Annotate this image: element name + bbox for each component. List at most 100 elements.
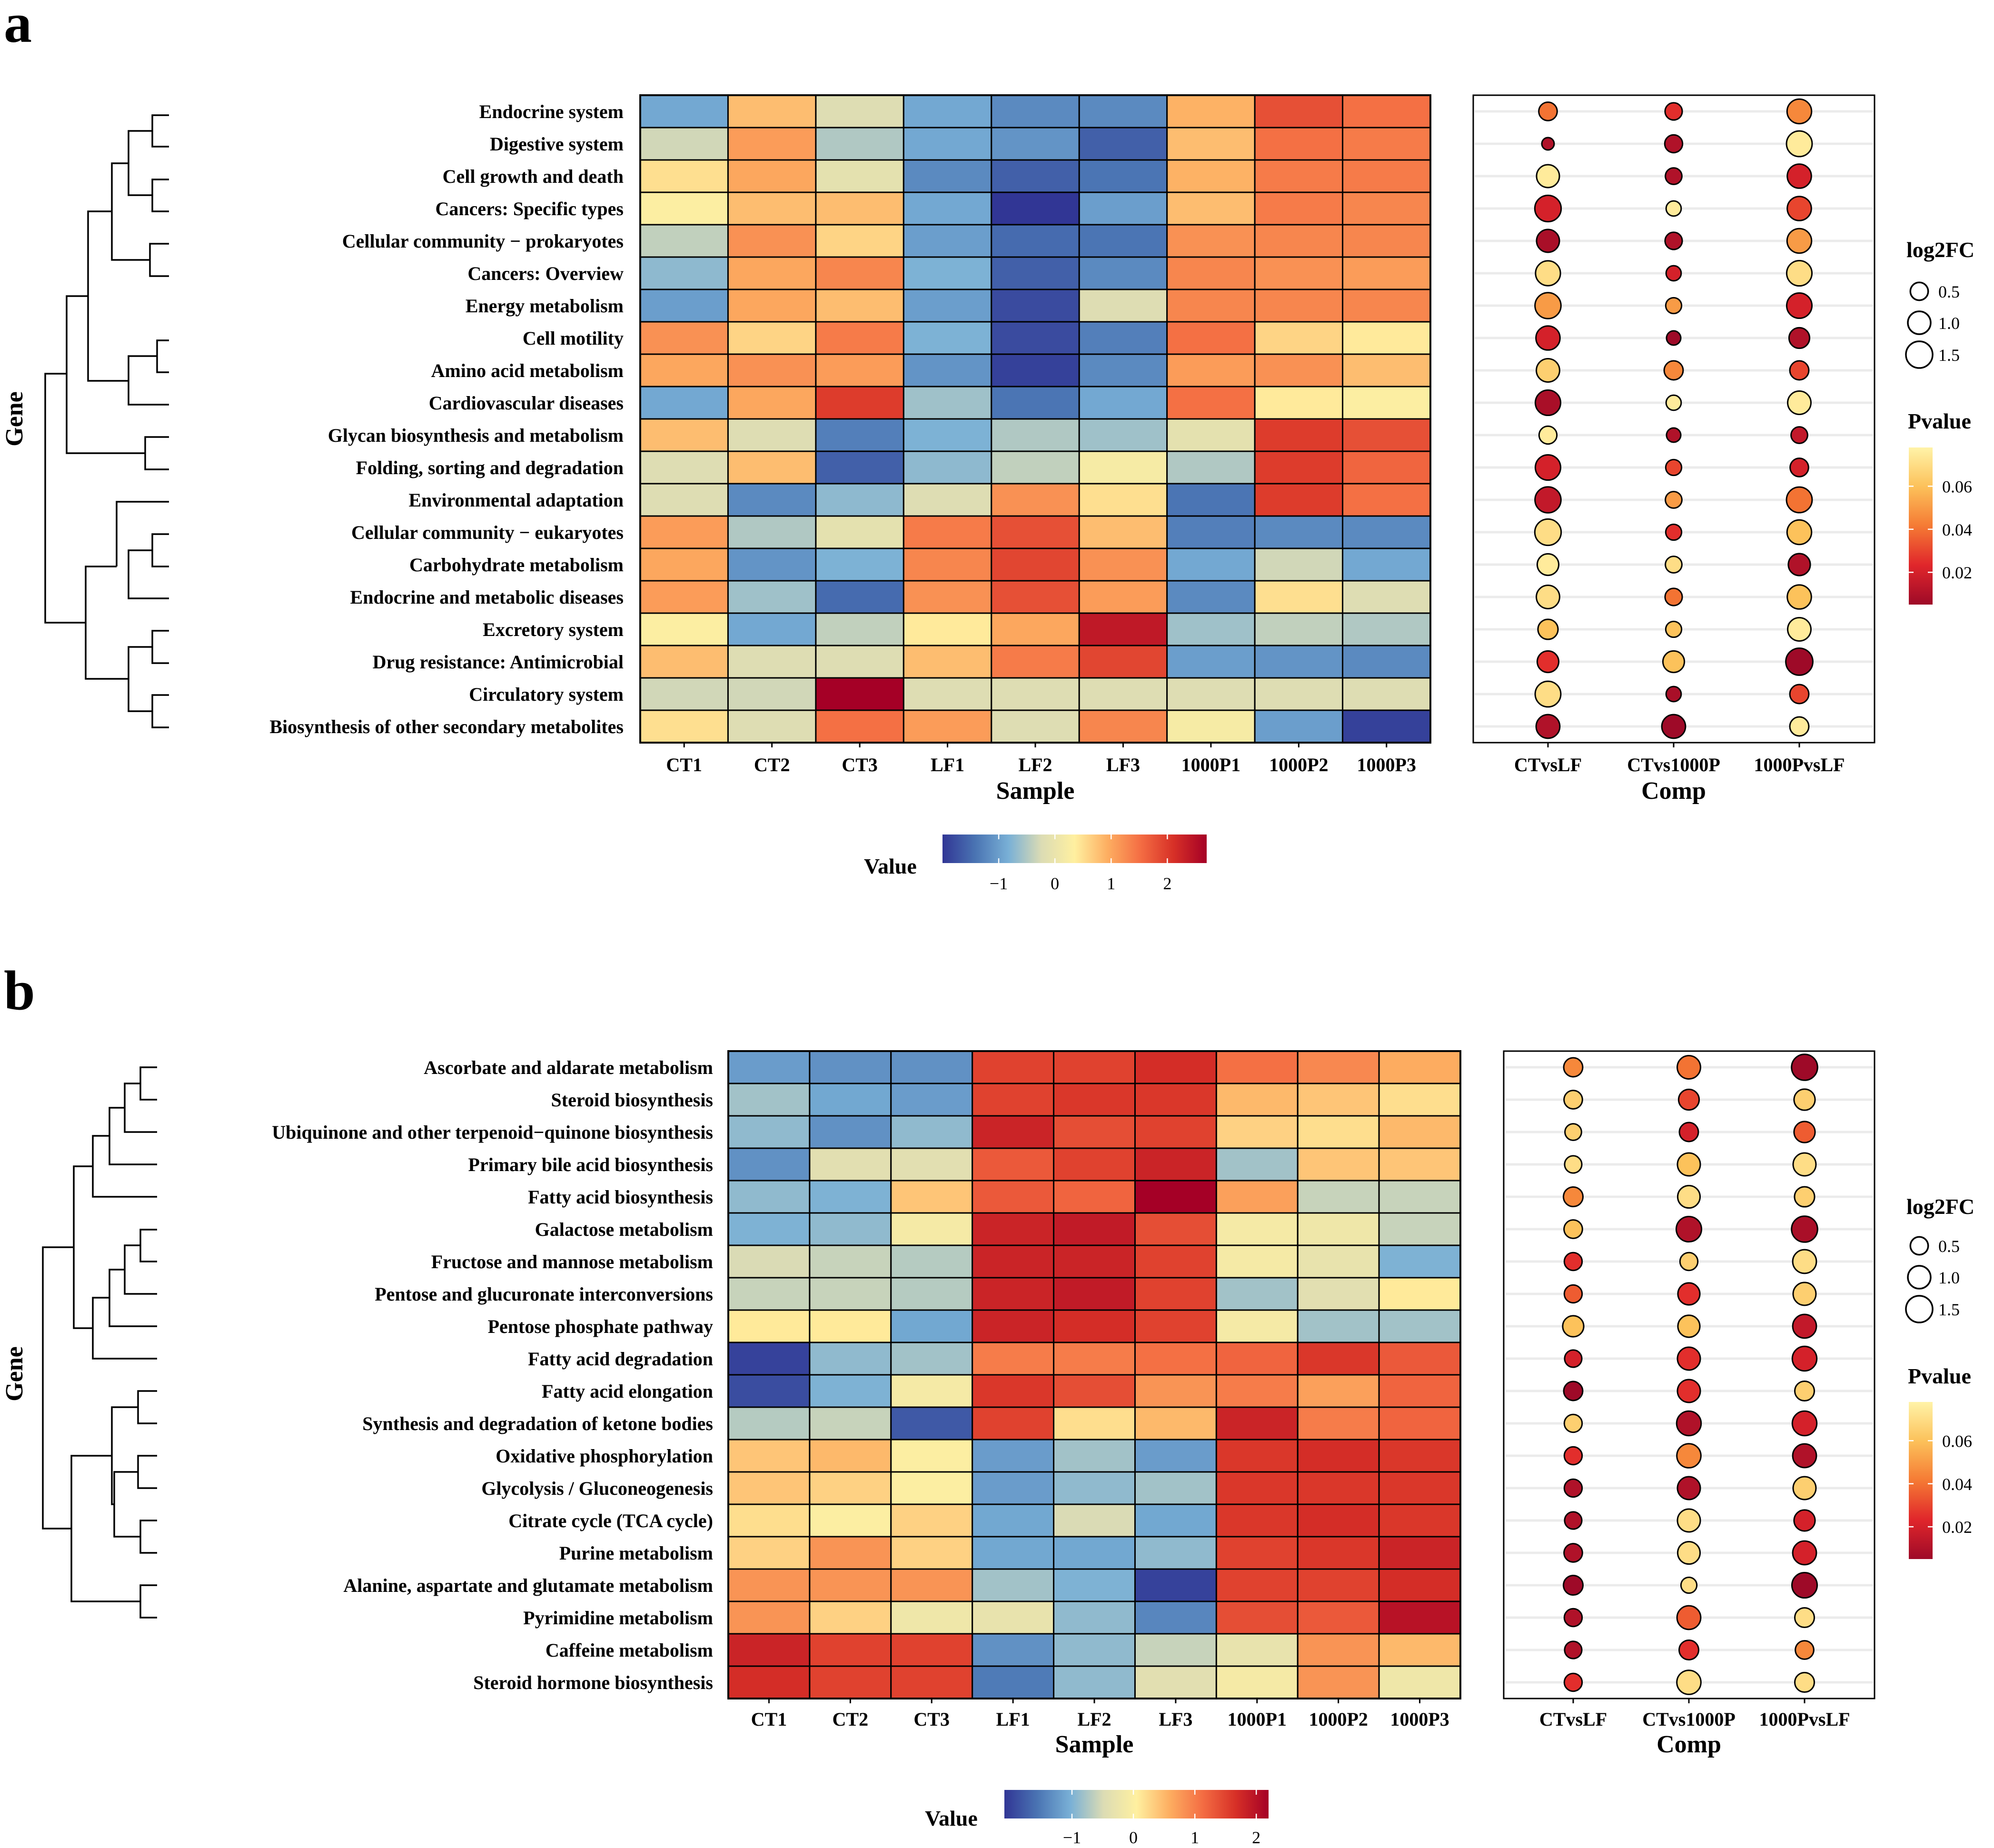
bubble-point bbox=[1786, 584, 1812, 610]
comp-tick-label: CTvsLF bbox=[1514, 754, 1582, 775]
heatmap-cell bbox=[809, 1503, 892, 1538]
heatmap-cell bbox=[1297, 1180, 1380, 1214]
sample-tick-label: LF1 bbox=[931, 754, 964, 775]
heatmap-cell bbox=[1166, 547, 1256, 582]
panel-a-heatmap bbox=[639, 94, 1431, 744]
value-tick-label: 2 bbox=[1252, 1828, 1260, 1847]
heatmap-cell bbox=[991, 256, 1080, 290]
row-label: Cardiovascular diseases bbox=[429, 392, 624, 414]
size-legend-circle bbox=[1905, 340, 1934, 369]
heatmap-cell bbox=[809, 1341, 892, 1376]
heatmap-cell bbox=[727, 1341, 811, 1376]
bubble-point bbox=[1786, 98, 1813, 125]
panel-a-comp-ticks: CTvsLF CTvs1000P 1000PvsLF bbox=[1514, 743, 1845, 775]
bubble-point bbox=[1790, 426, 1808, 444]
heatmap-cell bbox=[1297, 1147, 1380, 1182]
heatmap-cell bbox=[1215, 1180, 1299, 1214]
row-label: Cellular community − prokaryotes bbox=[342, 230, 624, 252]
heatmap-cell bbox=[815, 94, 904, 129]
heatmap-cell bbox=[1134, 1665, 1217, 1699]
heatmap-cell bbox=[727, 1244, 811, 1279]
row-label: Pentose and glucuronate interconversions bbox=[375, 1283, 713, 1305]
sample-tick-label: 1000P1 bbox=[1228, 1709, 1287, 1730]
panel-a-row-labels: Endocrine system Digestive system Cell gro… bbox=[269, 101, 624, 737]
bubble-point bbox=[1534, 518, 1562, 546]
row-label: Glycan biosynthesis and metabolism bbox=[328, 425, 624, 446]
heatmap-cell bbox=[1078, 224, 1168, 258]
pvalue-tick-label: 0.02 bbox=[1942, 1518, 1972, 1537]
bubble-point bbox=[1666, 427, 1682, 443]
panel-b-size-legend: 0.5 1.0 1.5 bbox=[1905, 1236, 1960, 1323]
bubble-point bbox=[1665, 200, 1682, 217]
row-label: Galactose metabolism bbox=[535, 1219, 713, 1240]
heatmap-cell bbox=[972, 1568, 1055, 1602]
heatmap-cell bbox=[991, 353, 1080, 387]
heatmap-cell bbox=[815, 677, 904, 711]
row-label: Fatty acid degradation bbox=[528, 1348, 713, 1370]
heatmap-cell bbox=[1215, 1244, 1299, 1279]
heatmap-cell bbox=[991, 288, 1080, 323]
bubble-point bbox=[1792, 1249, 1817, 1274]
heatmap-cell bbox=[1297, 1083, 1380, 1117]
bubble-point bbox=[1563, 1478, 1583, 1498]
bubble-point bbox=[1564, 1155, 1583, 1174]
bubble-point bbox=[1786, 259, 1813, 287]
bubble-point bbox=[1536, 358, 1560, 383]
value-tick-label: 0 bbox=[1051, 874, 1059, 893]
bubble-point bbox=[1665, 556, 1683, 574]
bubble-point bbox=[1677, 1282, 1701, 1306]
heatmap-cell bbox=[1254, 159, 1344, 193]
heatmap-cell bbox=[1378, 1568, 1461, 1602]
heatmap-cell bbox=[890, 1439, 973, 1473]
row-label: Cell motility bbox=[523, 328, 624, 349]
comp-tick-label: 1000PvsLF bbox=[1754, 754, 1845, 775]
heatmap-cell bbox=[903, 580, 992, 614]
bubble-point bbox=[1534, 389, 1562, 417]
heatmap-cell bbox=[639, 645, 729, 679]
heatmap-cell bbox=[890, 1568, 973, 1602]
heatmap-cell bbox=[890, 1147, 973, 1182]
heatmap-cell bbox=[815, 321, 904, 355]
heatmap-cell bbox=[1342, 159, 1431, 193]
heatmap-cell bbox=[1215, 1083, 1299, 1117]
heatmap-cell bbox=[1053, 1115, 1136, 1149]
heatmap-cell bbox=[809, 1439, 892, 1473]
bubble-point bbox=[1664, 587, 1683, 606]
heatmap-cell bbox=[1078, 709, 1168, 744]
heatmap-cell bbox=[972, 1244, 1055, 1279]
pvalue-tick-label: 0.04 bbox=[1942, 520, 1972, 539]
heatmap-cell bbox=[727, 224, 817, 258]
heatmap-cell bbox=[1297, 1406, 1380, 1441]
panel-a-pvalue-ticks: 0.06 0.04 0.02 bbox=[1909, 477, 1972, 582]
heatmap-cell bbox=[1078, 483, 1168, 517]
heatmap-cell bbox=[809, 1180, 892, 1214]
bubble-point bbox=[1789, 716, 1810, 737]
heatmap-cell bbox=[639, 288, 729, 323]
heatmap-cell bbox=[1166, 709, 1256, 744]
heatmap-cell bbox=[1297, 1277, 1380, 1311]
heatmap-cell bbox=[815, 515, 904, 549]
heatmap-cell bbox=[991, 127, 1080, 161]
heatmap-cell bbox=[1134, 1309, 1217, 1343]
heatmap-cell bbox=[809, 1536, 892, 1570]
bubble-point bbox=[1665, 265, 1682, 282]
heatmap-cell bbox=[809, 1665, 892, 1699]
panel-b-pvalue-ticks: 0.06 0.04 0.02 bbox=[1909, 1431, 1972, 1537]
heatmap-cell bbox=[1053, 1180, 1136, 1214]
heatmap-cell bbox=[1053, 1600, 1136, 1635]
heatmap-cell bbox=[1378, 1147, 1461, 1182]
heatmap-cell bbox=[972, 1600, 1055, 1635]
heatmap-cell bbox=[1254, 256, 1344, 290]
bubble-point bbox=[1787, 390, 1812, 415]
bubble-point bbox=[1536, 585, 1560, 609]
heatmap-cell bbox=[1378, 1471, 1461, 1505]
heatmap-cell bbox=[1078, 191, 1168, 226]
heatmap-cell bbox=[809, 1083, 892, 1117]
sample-tick-label: CT2 bbox=[754, 754, 790, 775]
heatmap-cell bbox=[903, 159, 992, 193]
comp-tick-label: CTvs1000P bbox=[1642, 1709, 1736, 1730]
bubble-point bbox=[1562, 1315, 1585, 1338]
heatmap-cell bbox=[809, 1309, 892, 1343]
bubble-point bbox=[1665, 620, 1683, 638]
heatmap-cell bbox=[1134, 1439, 1217, 1473]
